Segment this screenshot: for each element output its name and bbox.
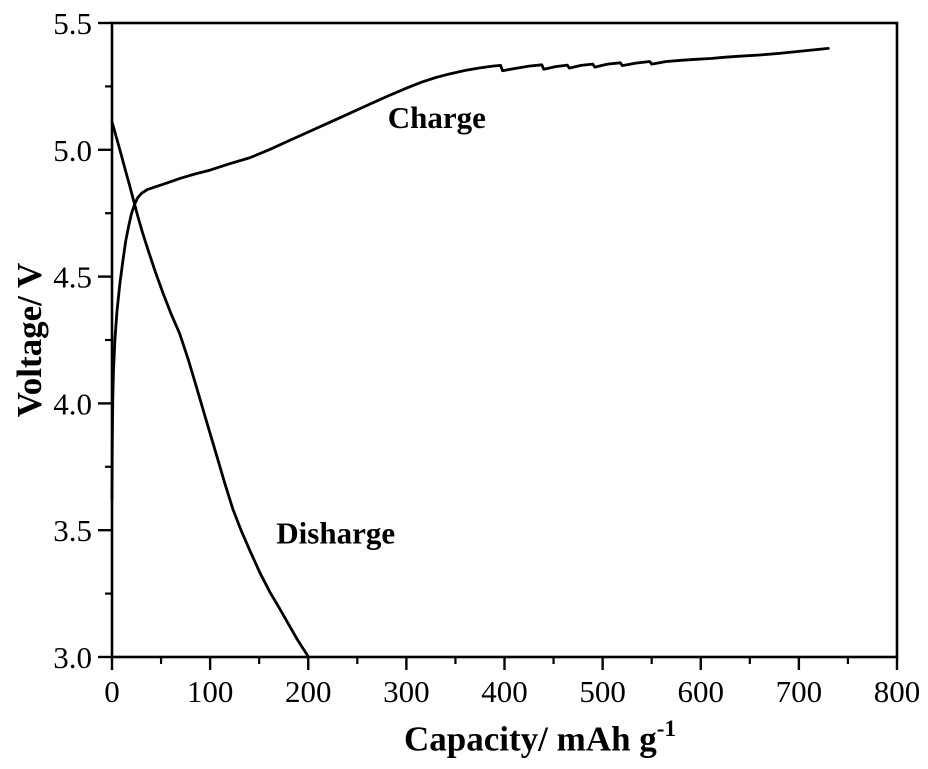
x-tick-label: 500: [579, 674, 626, 709]
x-tick-label: 100: [187, 674, 234, 709]
x-tick-label: 800: [874, 674, 921, 709]
y-tick-label: 4.5: [53, 260, 92, 295]
y-tick-label: 4.0: [53, 386, 92, 421]
x-tick-label: 200: [285, 674, 332, 709]
y-tick-label: 5.5: [53, 6, 92, 41]
charge-curve: [110, 47, 830, 502]
x-tick-label: 400: [481, 674, 528, 709]
disharge-curve-label: Disharge: [276, 516, 395, 551]
x-axis-title-text: Capacity/ mAh g: [404, 719, 657, 759]
x-tick-label: 600: [678, 674, 725, 709]
y-axis-title: Voltage/ V: [10, 262, 49, 418]
charge-curve-label: Charge: [388, 100, 486, 135]
x-tick-label: 700: [776, 674, 823, 709]
y-tick-label: 3.0: [53, 640, 92, 675]
y-tick-label: 3.5: [53, 513, 92, 548]
x-tick-label: 0: [104, 674, 120, 709]
plot-frame: [110, 21, 899, 659]
disharge-curve: [110, 120, 310, 659]
x-axis-title-superscript: -1: [656, 716, 676, 741]
y-tick-label: 5.0: [53, 133, 92, 168]
x-axis-title: Capacity/ mAh g-1: [404, 716, 676, 760]
x-tick-label: 300: [383, 674, 430, 709]
